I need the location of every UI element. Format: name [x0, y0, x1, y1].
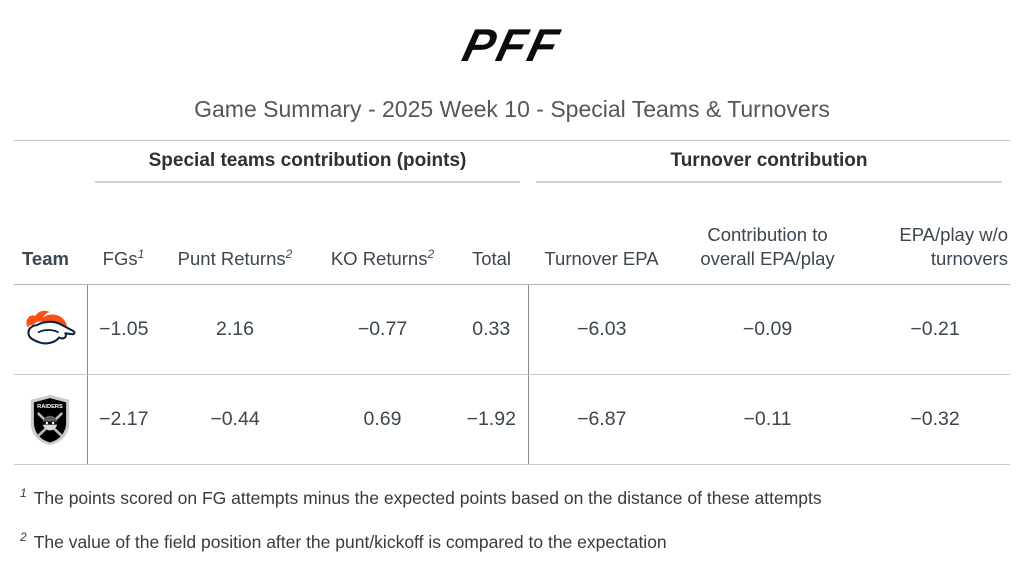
cell-broncos-contribution: −0.09	[675, 284, 860, 375]
table-row-raiders: RAIDERS −2.17 −0.44 0.69 −1.92 −6.87 −0.…	[14, 374, 1011, 465]
svg-text:RAIDERS: RAIDERS	[37, 404, 63, 410]
cell-broncos-ko-returns: −0.77	[310, 284, 455, 375]
footnote-marker-2: 2	[427, 246, 435, 261]
cell-raiders-total: −1.92	[455, 374, 529, 465]
table-row-broncos: −1.05 2.16 −0.77 0.33 −6.03 −0.09 −0.21	[14, 284, 1011, 375]
column-header-total: Total	[455, 183, 528, 285]
broncos-logo-icon	[26, 310, 76, 344]
cell-raiders-fgs: −2.17	[87, 374, 160, 465]
cell-broncos-turnover-epa: −6.03	[528, 284, 675, 375]
cell-raiders-contribution: −0.11	[675, 374, 860, 465]
footnote-1-marker: 1	[20, 486, 27, 500]
footnote-marker-2: 2	[285, 246, 293, 261]
group-header-row: Special teams contribution (points) Turn…	[14, 141, 1010, 184]
team-cell-broncos	[14, 284, 88, 375]
column-header-ko-returns: KO Returns2	[310, 183, 455, 285]
cell-raiders-epa-wo-turnovers: −0.32	[860, 374, 1011, 465]
column-header-epa-wo-turnovers: EPA/play w/o turnovers	[860, 183, 1011, 285]
footnote-2-marker: 2	[20, 529, 27, 544]
column-header-team: Team	[14, 183, 87, 285]
cell-broncos-epa-wo-turnovers: −0.21	[860, 284, 1011, 375]
column-header-row: Team FGs1 Punt Returns2 KO Returns2 Tota…	[14, 183, 1011, 285]
footnote-2: 2 The value of the field position after t…	[20, 525, 1004, 554]
column-header-punt-returns: Punt Returns2	[160, 183, 310, 285]
pff-logo: PFF	[457, 19, 567, 71]
group-header-turnover: Turnover contribution	[536, 150, 1003, 183]
column-header-fgs: FGs1	[87, 183, 160, 285]
group-header-special-teams: Special teams contribution (points)	[95, 150, 520, 183]
cell-raiders-turnover-epa: −6.87	[528, 374, 675, 465]
column-header-contribution: Contribution to overall EPA/play	[675, 183, 860, 285]
cell-broncos-total: 0.33	[455, 284, 529, 375]
team-cell-raiders: RAIDERS	[14, 374, 88, 465]
footnote-marker-1: 1	[137, 246, 145, 261]
footnote-2-text: The value of the field position after th…	[33, 531, 667, 552]
header: PFF	[14, 0, 1010, 71]
footnote-1-text: The points scored on FG attempts minus t…	[33, 487, 822, 508]
cell-raiders-punt-returns: −0.44	[160, 374, 310, 465]
game-summary-table: Special teams contribution (points) Turn…	[14, 140, 1011, 465]
column-header-turnover-epa: Turnover EPA	[528, 183, 675, 285]
group-header-spacer	[14, 141, 87, 184]
cell-raiders-ko-returns: 0.69	[310, 374, 455, 465]
footnotes: 1 The points scored on FG attempts minus …	[14, 465, 1010, 554]
raiders-logo-icon: RAIDERS	[31, 394, 70, 445]
footnote-1: 1 The points scored on FG attempts minus …	[20, 481, 1004, 510]
cell-broncos-fgs: −1.05	[87, 284, 160, 375]
cell-broncos-punt-returns: 2.16	[160, 284, 310, 375]
page-title: Game Summary - 2025 Week 10 - Special Te…	[194, 96, 830, 122]
